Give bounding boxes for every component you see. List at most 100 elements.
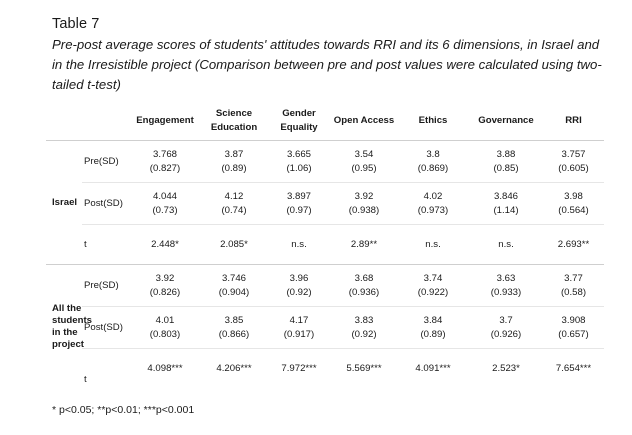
- cell-value: n.s.: [425, 238, 441, 250]
- cell-value: 3.92: [155, 272, 175, 284]
- cell-sd: (0.85): [493, 162, 519, 174]
- table-cell: 3.768 (0.827): [129, 141, 201, 183]
- cell-sd: (0.938): [348, 204, 380, 216]
- table-cell: 4.01 (0.803): [129, 307, 201, 349]
- cell-sd: (0.92): [286, 286, 312, 298]
- table-header-row: Engagement Science Education Gender Equa…: [46, 102, 604, 141]
- cell-value: 2.89**: [350, 238, 378, 250]
- cell-sd: (0.89): [420, 328, 446, 340]
- table-cell: 2.085*: [201, 225, 267, 265]
- table-cell: 3.87 (0.89): [201, 141, 267, 183]
- table-cell: 3.908 (0.657): [543, 307, 604, 349]
- row-label: t: [84, 373, 87, 385]
- cell-sd: (0.904): [218, 286, 250, 298]
- cell-value: 3.8: [426, 148, 440, 160]
- cell-sd: (0.869): [417, 162, 449, 174]
- cell-value: 3.87: [224, 148, 244, 160]
- table-cell: 3.665 (1.06): [267, 141, 331, 183]
- cell-sd: (0.73): [152, 204, 178, 216]
- cell-value: 2.448*: [151, 238, 179, 250]
- column-header: RRI: [565, 115, 582, 126]
- table-row: Post(SD) 4.01 (0.803) 3.85 (0.866) 4.17 (0.917…: [46, 307, 604, 349]
- cell-value: 4.02: [423, 190, 443, 202]
- table-label: Table 7: [52, 16, 100, 32]
- cell-sd: (0.97): [286, 204, 312, 216]
- cell-value: 3.908: [561, 314, 586, 326]
- table-cell: 3.84 (0.89): [397, 307, 469, 349]
- column-header: Governance: [478, 115, 534, 126]
- table-footnote: * p<0.05; **p<0.01; ***p<0.001: [52, 404, 195, 416]
- cell-sd: (0.917): [283, 328, 315, 340]
- cell-sd: (0.866): [218, 328, 250, 340]
- cell-value: 3.74: [423, 272, 443, 284]
- header-empty-group: [46, 102, 82, 141]
- cell-value: n.s.: [291, 238, 307, 250]
- table-cell: 7.654***: [543, 349, 604, 389]
- table-cell: 3.88 (0.85): [469, 141, 543, 183]
- group-label: All the students in the project: [52, 302, 92, 350]
- cell-value: 4.12: [224, 190, 244, 202]
- table-cell: 4.091***: [397, 349, 469, 389]
- cell-sd: (0.58): [560, 286, 587, 298]
- cell-value: 5.569***: [346, 362, 382, 374]
- cell-value: 4.098***: [147, 362, 183, 374]
- table-cell: n.s.: [267, 225, 331, 265]
- table-cell: 3.68 (0.936): [331, 265, 397, 307]
- table-cell: 3.757 (0.605): [543, 141, 604, 183]
- cell-value: 2.523*: [492, 362, 520, 374]
- cell-sd: (1.06): [286, 162, 312, 174]
- cell-value: 3.68: [354, 272, 374, 284]
- cell-value: 4.17: [289, 314, 309, 326]
- table-cell: 4.044 (0.73): [129, 183, 201, 225]
- table-body: Israel Pre(SD) 3.768 (0.827) 3.87 (0.89) 3.665…: [46, 141, 604, 389]
- column-header: Engagement: [136, 115, 194, 126]
- table-cell: 3.54 (0.95): [331, 141, 397, 183]
- cell-sd: (0.95): [351, 162, 377, 174]
- row-label: Pre(SD): [84, 155, 119, 167]
- table-cell: 3.8 (0.869): [397, 141, 469, 183]
- table-row: All the students in the project Pre(SD) 3.…: [46, 265, 604, 350]
- table-row: t 4.098*** 4.206*** 7.972*** 5.569*** 4.091**…: [46, 349, 604, 389]
- cell-value: 2.085*: [220, 238, 248, 250]
- table-caption: Pre-post average scores of students' att…: [52, 37, 602, 92]
- table-cell: 3.74 (0.922): [397, 265, 469, 307]
- table-cell: 3.77 (0.58): [543, 265, 604, 307]
- group-label: Israel: [52, 196, 78, 208]
- table-cell: 3.63 (0.933): [469, 265, 543, 307]
- cell-sd: (0.564): [558, 204, 589, 216]
- cell-value: 3.7: [499, 314, 513, 326]
- cell-value: 3.77: [564, 272, 583, 284]
- cell-sd: (0.922): [417, 286, 449, 298]
- cell-value: 2.693**: [557, 238, 590, 250]
- row-label: Post(SD): [84, 321, 123, 333]
- table-row: t 2.448* 2.085* n.s. 2.89** n.s. n.s. 2.693**: [46, 225, 604, 265]
- cell-value: 4.206***: [216, 362, 252, 374]
- table-cell: n.s.: [469, 225, 543, 265]
- table-cell: 3.83 (0.92): [331, 307, 397, 349]
- cell-sd: (0.89): [221, 162, 247, 174]
- cell-value: 3.746: [221, 272, 246, 284]
- cell-value: 7.654***: [555, 362, 592, 374]
- cell-value: 3.846: [493, 190, 518, 202]
- column-header: Science Education: [210, 108, 258, 133]
- cell-value: 3.85: [224, 314, 244, 326]
- cell-value: 3.54: [354, 148, 374, 160]
- cell-sd: (0.827): [149, 162, 181, 174]
- table-cell: 3.746 (0.904): [201, 265, 267, 307]
- cell-value: 3.98: [564, 190, 583, 202]
- cell-value: 3.897: [286, 190, 311, 202]
- cell-sd: (0.933): [490, 286, 522, 298]
- table-cell: 3.92 (0.826): [129, 265, 201, 307]
- cell-value: 3.768: [152, 148, 177, 160]
- table-cell: 3.7 (0.926): [469, 307, 543, 349]
- cell-value: 3.84: [423, 314, 443, 326]
- cell-sd: (1.14): [493, 204, 519, 216]
- table-row: Israel Pre(SD) 3.768 (0.827) 3.87 (0.89) 3.665…: [46, 141, 604, 208]
- cell-sd: (0.74): [221, 204, 247, 216]
- table-row: Post(SD) 4.044 (0.73) 4.12 (0.74) 3.897 (0.97)…: [46, 183, 604, 225]
- cell-value: 3.757: [561, 148, 586, 160]
- table-cell: 4.12 (0.74): [201, 183, 267, 225]
- table-cell: 2.693**: [543, 225, 604, 265]
- cell-value: 3.665: [286, 148, 311, 160]
